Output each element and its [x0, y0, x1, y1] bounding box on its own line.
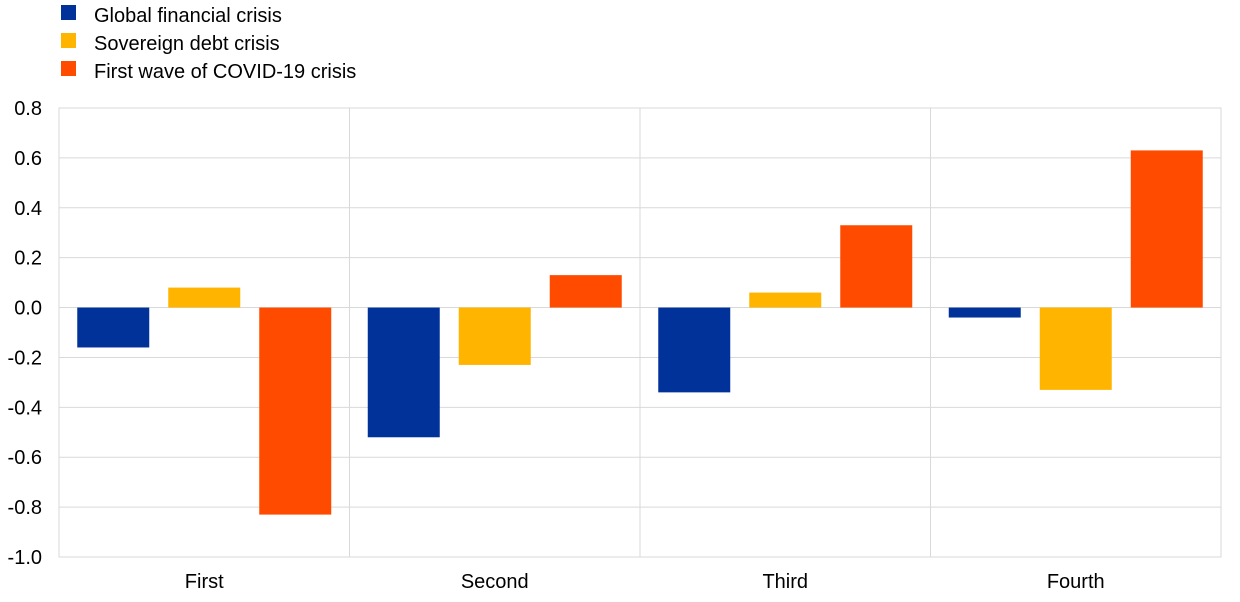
- legend-swatch-first-wave-covid-19-crisis: [61, 61, 76, 76]
- y-tick-label: 0.2: [14, 248, 42, 270]
- bars: [77, 150, 1203, 515]
- y-tick-label: -0.4: [8, 397, 42, 419]
- bar-sovereign-debt-crisis-first: [168, 287, 241, 308]
- legend: Global financial crisis Sovereign debt c…: [61, 5, 356, 83]
- x-axis-ticks: First Second Third Fourth: [185, 571, 1105, 593]
- legend-swatch-global-financial-crisis: [61, 5, 76, 20]
- y-tick-label: -0.6: [8, 447, 42, 469]
- legend-swatch-sovereign-debt-crisis: [61, 33, 76, 48]
- bar-first-wave-of-covid-19-crisis-second: [549, 275, 622, 308]
- bar-sovereign-debt-crisis-second: [458, 307, 531, 365]
- y-tick-label: -0.2: [8, 347, 42, 369]
- legend-label-global-financial-crisis: Global financial crisis: [94, 5, 282, 27]
- y-tick-label: 0.8: [14, 98, 42, 120]
- legend-label-first-wave-covid-19-crisis: First wave of COVID-19 crisis: [94, 61, 356, 83]
- legend-label-sovereign-debt-crisis: Sovereign debt crisis: [94, 33, 280, 55]
- bar-first-wave-of-covid-19-crisis-third: [840, 225, 913, 308]
- y-tick-label: 0.6: [14, 148, 42, 170]
- y-tick-label: -0.8: [8, 497, 42, 519]
- x-tick-label: Second: [461, 571, 529, 593]
- bar-sovereign-debt-crisis-fourth: [1039, 307, 1112, 390]
- x-tick-label: Fourth: [1047, 571, 1105, 593]
- bar-first-wave-of-covid-19-crisis-fourth: [1130, 150, 1203, 308]
- bar-global-financial-crisis-first: [77, 307, 150, 348]
- x-tick-label: First: [185, 571, 224, 593]
- bar-first-wave-of-covid-19-crisis-first: [259, 307, 332, 515]
- bar-global-financial-crisis-second: [367, 307, 440, 438]
- bar-global-financial-crisis-third: [658, 307, 731, 393]
- y-tick-label: 0.0: [14, 298, 42, 320]
- bar-global-financial-crisis-fourth: [948, 307, 1021, 318]
- y-tick-label: 0.4: [14, 198, 42, 220]
- y-tick-label: -1.0: [8, 547, 42, 569]
- x-tick-label: Third: [762, 571, 808, 593]
- bar-sovereign-debt-crisis-third: [749, 292, 822, 308]
- plot-frame: [58, 107, 1222, 558]
- y-axis-ticks: 0.8 0.6 0.4 0.2 0.0 -0.2 -0.4 -0.6 -0.8 -1.0: [8, 98, 42, 569]
